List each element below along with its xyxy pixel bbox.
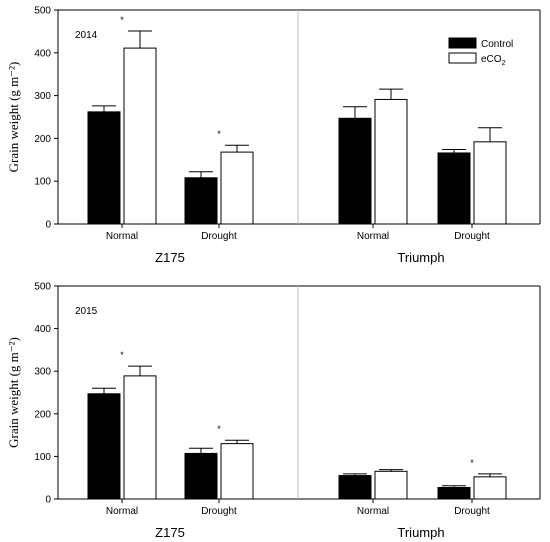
- significance-marker: *: [120, 15, 124, 25]
- legend-swatch-control: [448, 37, 477, 49]
- legend-label-eco2-main: eCO: [481, 54, 502, 65]
- category-label: Normal: [357, 231, 389, 242]
- chart-panel-2014: 0 100 200 300 400 500 Grain weight (g m⁻²) 2014…: [6, 6, 541, 265]
- bar-eco2: [220, 443, 254, 500]
- bar-control: [437, 152, 471, 225]
- y-tick-label: 400: [34, 48, 51, 59]
- bar-control: [184, 452, 218, 500]
- y-axis-label: Grain weight (g m⁻²): [6, 337, 21, 448]
- y-tick-label: 100: [34, 177, 51, 188]
- bar-eco2: [123, 47, 157, 225]
- year-label: 2015: [75, 306, 98, 317]
- group-label-z175: Z175: [155, 250, 185, 265]
- y-tick-label: 100: [34, 452, 51, 463]
- legend-label-control: Control: [481, 39, 513, 50]
- category-label: Drought: [201, 231, 237, 242]
- category-label: Drought: [454, 506, 490, 517]
- legend-label-eco2-sub: 2: [502, 60, 506, 67]
- y-tick-label: 300: [34, 367, 51, 378]
- bar-eco2: [123, 375, 157, 500]
- bar-control: [87, 111, 121, 225]
- bar-eco2: [374, 98, 408, 225]
- legend-swatch-eco2: [448, 52, 477, 64]
- y-tick-label: 0: [45, 495, 51, 506]
- significance-marker: *: [120, 350, 124, 360]
- legend-label-eco2: eCO2: [481, 54, 506, 67]
- bar-control: [338, 117, 372, 225]
- y-tick-label: 200: [34, 409, 51, 420]
- group-label-triumph: Triumph: [397, 250, 444, 265]
- category-label: Drought: [201, 506, 237, 517]
- bar-control: [87, 393, 121, 500]
- y-tick-label: 500: [34, 6, 51, 17]
- y-tick-label: 0: [45, 220, 51, 231]
- y-tick-label: 400: [34, 324, 51, 335]
- significance-marker: *: [217, 129, 221, 139]
- category-label: Normal: [357, 506, 389, 517]
- group-label-z175: Z175: [155, 525, 185, 540]
- bar-eco2: [473, 476, 507, 500]
- y-axis-label: Grain weight (g m⁻²): [6, 62, 21, 173]
- chart-panel-2015: 0 100 200 300 400 500 Grain weight (g m⁻²) 2015…: [6, 282, 541, 540]
- significance-marker: *: [470, 458, 474, 468]
- group-label-triumph: Triumph: [397, 525, 444, 540]
- bar-eco2: [473, 141, 507, 225]
- y-tick-label: 500: [34, 282, 51, 293]
- bar-control: [184, 177, 218, 225]
- significance-marker: *: [217, 424, 221, 434]
- y-tick-label: 300: [34, 91, 51, 102]
- bar-eco2: [374, 470, 408, 500]
- legend: Control eCO2: [448, 37, 513, 67]
- year-label: 2014: [75, 30, 98, 41]
- bar-control: [338, 475, 372, 500]
- bar-eco2: [220, 151, 254, 225]
- y-tick-label: 200: [34, 134, 51, 145]
- category-label: Drought: [454, 231, 490, 242]
- category-label: Normal: [106, 231, 138, 242]
- category-label: Normal: [106, 506, 138, 517]
- bar-control: [437, 486, 471, 500]
